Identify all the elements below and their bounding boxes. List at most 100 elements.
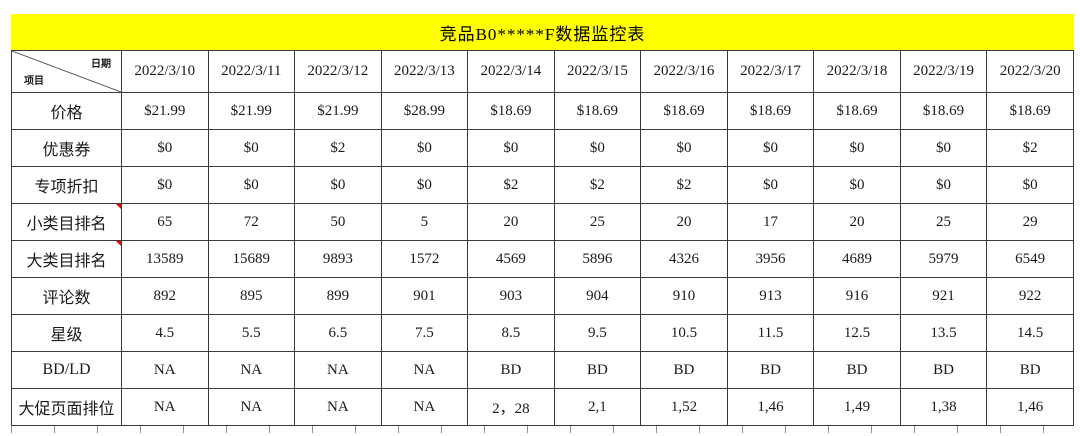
data-cell[interactable]: 892: [121, 277, 209, 315]
date-header-cell[interactable]: 2022/3/20: [986, 50, 1074, 93]
date-header-cell[interactable]: 2022/3/17: [726, 50, 815, 93]
data-cell[interactable]: 5896: [553, 240, 642, 278]
date-header-cell[interactable]: 2022/3/14: [467, 50, 555, 93]
data-cell[interactable]: $0: [380, 166, 469, 204]
data-cell[interactable]: BD: [640, 351, 728, 389]
data-cell[interactable]: $0: [121, 166, 209, 204]
data-cell[interactable]: 14.5: [986, 314, 1074, 352]
data-cell[interactable]: 7.5: [380, 314, 469, 352]
data-cell[interactable]: $18.69: [986, 92, 1074, 130]
data-cell[interactable]: 17: [726, 203, 815, 241]
data-cell[interactable]: 921: [899, 277, 988, 315]
data-cell[interactable]: 25: [899, 203, 988, 241]
data-cell[interactable]: $0: [726, 129, 815, 167]
data-cell[interactable]: $2: [467, 166, 555, 204]
data-cell[interactable]: 9893: [294, 240, 382, 278]
data-cell[interactable]: 1,46: [726, 388, 815, 426]
data-cell[interactable]: 72: [207, 203, 296, 241]
data-cell[interactable]: 1572: [380, 240, 469, 278]
data-cell[interactable]: 901: [380, 277, 469, 315]
data-cell[interactable]: 2,1: [553, 388, 642, 426]
data-cell[interactable]: 1,38: [899, 388, 988, 426]
data-cell[interactable]: $2: [294, 129, 382, 167]
data-cell[interactable]: $18.69: [899, 92, 988, 130]
data-cell[interactable]: $18.69: [813, 92, 901, 130]
data-cell[interactable]: BD: [899, 351, 988, 389]
corner-header-cell[interactable]: 日期 项目: [11, 50, 122, 93]
data-cell[interactable]: NA: [380, 388, 469, 426]
data-cell[interactable]: $0: [553, 129, 642, 167]
data-cell[interactable]: $18.69: [726, 92, 815, 130]
date-header-cell[interactable]: 2022/3/18: [813, 50, 901, 93]
data-cell[interactable]: 4326: [640, 240, 728, 278]
table-title-cell[interactable]: 竞品B0*****F数据监控表: [11, 14, 1074, 50]
data-cell[interactable]: 5: [380, 203, 469, 241]
data-cell[interactable]: 13.5: [899, 314, 988, 352]
data-cell[interactable]: 9.5: [553, 314, 642, 352]
data-cell[interactable]: 903: [467, 277, 555, 315]
data-cell[interactable]: BD: [467, 351, 555, 389]
data-cell[interactable]: 12.5: [813, 314, 901, 352]
date-header-cell[interactable]: 2022/3/15: [553, 50, 642, 93]
data-cell[interactable]: NA: [121, 388, 209, 426]
date-header-cell[interactable]: 2022/3/10: [121, 50, 209, 93]
data-cell[interactable]: NA: [121, 351, 209, 389]
data-cell[interactable]: 2，28: [467, 388, 555, 426]
data-cell[interactable]: NA: [207, 388, 296, 426]
data-cell[interactable]: NA: [207, 351, 296, 389]
row-label-cell[interactable]: 专项折扣: [11, 166, 122, 204]
data-cell[interactable]: $2: [553, 166, 642, 204]
data-cell[interactable]: $0: [726, 166, 815, 204]
data-cell[interactable]: $18.69: [553, 92, 642, 130]
data-cell[interactable]: 913: [726, 277, 815, 315]
row-label-cell[interactable]: 小类目排名: [11, 203, 122, 241]
row-label-cell[interactable]: 大类目排名: [11, 240, 122, 278]
data-cell[interactable]: 5979: [899, 240, 988, 278]
date-header-cell[interactable]: 2022/3/11: [207, 50, 296, 93]
date-header-cell[interactable]: 2022/3/13: [380, 50, 469, 93]
row-label-cell[interactable]: 评论数: [11, 277, 122, 315]
data-cell[interactable]: $21.99: [207, 92, 296, 130]
data-cell[interactable]: 20: [640, 203, 728, 241]
data-cell[interactable]: 910: [640, 277, 728, 315]
data-cell[interactable]: 899: [294, 277, 382, 315]
data-cell[interactable]: 1,49: [813, 388, 901, 426]
row-label-cell[interactable]: 价格: [11, 92, 122, 130]
data-cell[interactable]: $0: [899, 129, 988, 167]
data-cell[interactable]: $0: [467, 129, 555, 167]
data-cell[interactable]: $18.69: [640, 92, 728, 130]
data-cell[interactable]: 50: [294, 203, 382, 241]
data-cell[interactable]: $0: [294, 166, 382, 204]
data-cell[interactable]: $2: [986, 129, 1074, 167]
data-cell[interactable]: $21.99: [294, 92, 382, 130]
data-cell[interactable]: 6.5: [294, 314, 382, 352]
data-cell[interactable]: $2: [640, 166, 728, 204]
data-cell[interactable]: 4.5: [121, 314, 209, 352]
row-label-cell[interactable]: 大促页面排位: [11, 388, 122, 426]
data-cell[interactable]: 29: [986, 203, 1074, 241]
data-cell[interactable]: 1,52: [640, 388, 728, 426]
data-cell[interactable]: 3956: [726, 240, 815, 278]
data-cell[interactable]: NA: [294, 388, 382, 426]
data-cell[interactable]: 8.5: [467, 314, 555, 352]
data-cell[interactable]: 895: [207, 277, 296, 315]
data-cell[interactable]: BD: [813, 351, 901, 389]
data-cell[interactable]: 25: [553, 203, 642, 241]
data-cell[interactable]: $28.99: [380, 92, 469, 130]
data-cell[interactable]: $18.69: [467, 92, 555, 130]
data-cell[interactable]: 20: [813, 203, 901, 241]
data-cell[interactable]: 904: [553, 277, 642, 315]
data-cell[interactable]: 4689: [813, 240, 901, 278]
data-cell[interactable]: 1,46: [986, 388, 1074, 426]
data-cell[interactable]: 6549: [986, 240, 1074, 278]
data-cell[interactable]: $0: [813, 129, 901, 167]
data-cell[interactable]: 922: [986, 277, 1074, 315]
date-header-cell[interactable]: 2022/3/16: [640, 50, 728, 93]
data-cell[interactable]: $0: [380, 129, 469, 167]
data-cell[interactable]: BD: [726, 351, 815, 389]
date-header-cell[interactable]: 2022/3/19: [899, 50, 988, 93]
data-cell[interactable]: $21.99: [121, 92, 209, 130]
data-cell[interactable]: BD: [986, 351, 1074, 389]
data-cell[interactable]: NA: [380, 351, 469, 389]
data-cell[interactable]: BD: [553, 351, 642, 389]
